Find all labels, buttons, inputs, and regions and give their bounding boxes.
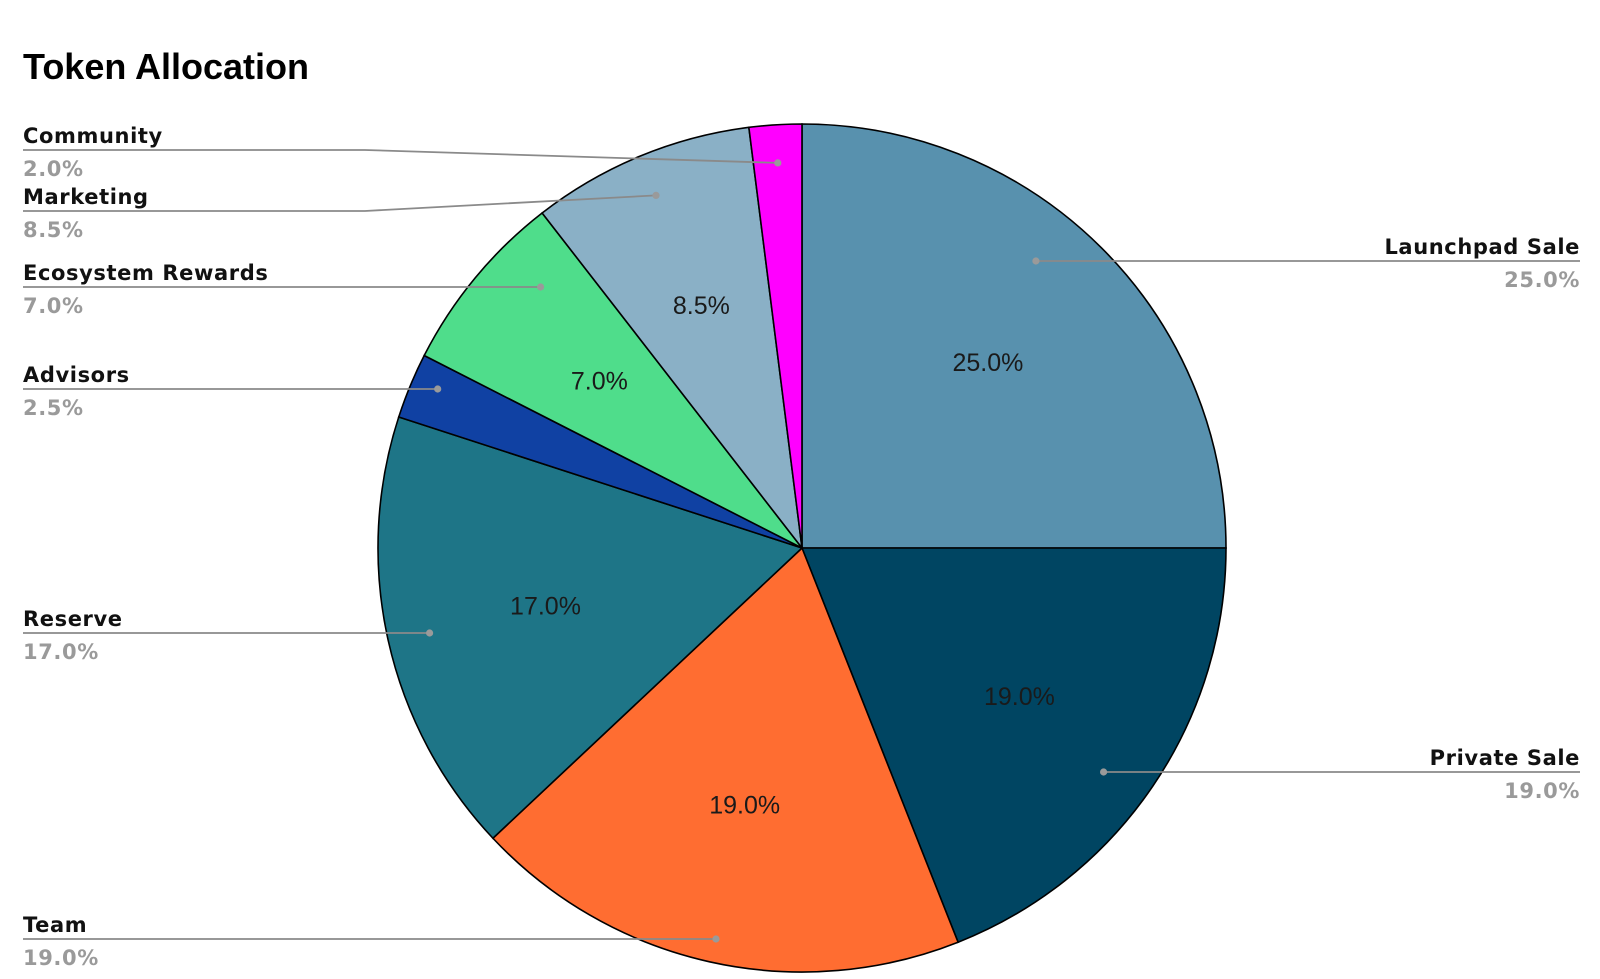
leader-anchor-reserve <box>426 629 434 637</box>
legend-value-reserve: 17.0% <box>23 640 99 664</box>
legend-label-advisors: Advisors <box>23 363 130 387</box>
legend-value-launchpad-sale: 25.0% <box>1504 268 1580 292</box>
leader-anchor-marketing <box>652 191 660 199</box>
legend-label-ecosystem-rewards: Ecosystem Rewards <box>23 261 268 285</box>
legend-value-team: 19.0% <box>23 946 99 970</box>
legend-value-ecosystem-rewards: 7.0% <box>23 294 84 318</box>
slice-value-label-marketing: 8.5% <box>673 292 730 320</box>
slice-value-label-launchpad-sale: 25.0% <box>952 349 1023 377</box>
pie-slice-reserve <box>377 415 804 840</box>
legend-value-advisors: 2.5% <box>23 396 84 420</box>
slices-layer <box>377 123 1227 973</box>
leader-line-marketing <box>23 194 657 212</box>
legend-value-private-sale: 19.0% <box>1504 779 1580 803</box>
legend-label-launchpad-sale: Launchpad Sale <box>1384 235 1580 259</box>
slice-value-label-private-sale: 19.0% <box>984 683 1055 711</box>
slice-value-label-reserve: 17.0% <box>510 592 581 620</box>
leader-anchor-launchpad-sale <box>1032 257 1040 265</box>
legend-label-private-sale: Private Sale <box>1430 746 1580 770</box>
pie-slice-launchpad-sale <box>801 123 1227 549</box>
labels-layer: 25.0% Launchpad Sale 25.0% 19.0% Private Sal… <box>23 124 1580 970</box>
leader-anchor-private-sale <box>1100 768 1108 776</box>
leader-line-community <box>23 149 778 164</box>
pie-slice-ecosystem-rewards <box>423 211 803 549</box>
pie-slice-private-sale <box>800 547 1227 944</box>
leader-anchor-advisors <box>434 385 442 393</box>
slice-value-label-ecosystem-rewards: 7.0% <box>571 367 628 395</box>
leader-anchor-community <box>774 159 782 167</box>
legend-label-marketing: Marketing <box>23 185 149 209</box>
pie-slice-community <box>747 123 803 549</box>
leader-anchor-team <box>712 935 720 943</box>
chart-title: Token Allocation <box>23 46 310 87</box>
pie-slice-team <box>491 546 960 973</box>
legend-label-community: Community <box>23 124 163 148</box>
legend-label-team: Team <box>23 913 87 937</box>
legend-value-marketing: 8.5% <box>23 218 84 242</box>
slice-value-label-team: 19.0% <box>709 792 780 820</box>
legend-label-reserve: Reserve <box>23 607 123 631</box>
pie-slice-marketing <box>541 126 804 551</box>
leader-anchor-ecosystem-rewards <box>537 283 545 291</box>
legend-value-community: 2.0% <box>23 157 84 181</box>
